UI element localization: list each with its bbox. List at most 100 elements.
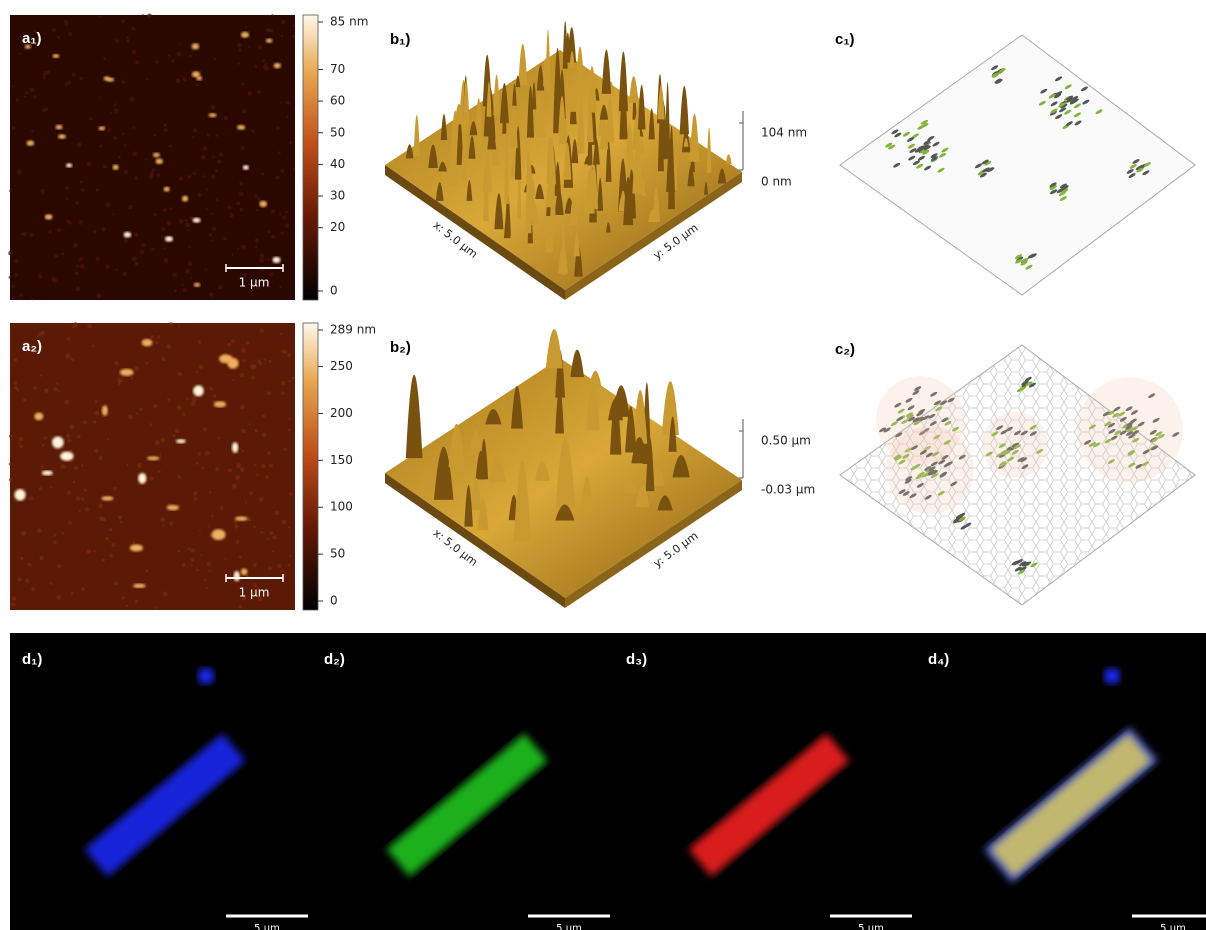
texture bbox=[20, 557, 23, 560]
texture bbox=[259, 258, 264, 263]
texture bbox=[132, 126, 135, 129]
texture bbox=[179, 43, 181, 45]
texture bbox=[60, 464, 65, 469]
texture bbox=[260, 329, 264, 333]
texture bbox=[99, 97, 101, 99]
texture bbox=[135, 60, 139, 64]
texture bbox=[183, 288, 187, 292]
texture bbox=[92, 344, 95, 347]
texture bbox=[154, 213, 157, 216]
texture bbox=[37, 274, 41, 278]
particle bbox=[34, 413, 43, 421]
peak bbox=[570, 350, 584, 377]
texture bbox=[236, 463, 241, 468]
texture bbox=[214, 58, 216, 60]
texture bbox=[211, 175, 215, 179]
particle bbox=[165, 236, 173, 242]
texture bbox=[145, 362, 148, 365]
texture bbox=[169, 144, 172, 147]
particle bbox=[164, 187, 170, 192]
peak bbox=[638, 85, 646, 130]
texture bbox=[240, 146, 244, 150]
texture bbox=[289, 492, 293, 496]
texture bbox=[9, 276, 12, 279]
particle bbox=[107, 78, 115, 82]
texture bbox=[231, 339, 235, 343]
texture bbox=[128, 415, 132, 419]
texture bbox=[53, 540, 57, 544]
texture bbox=[155, 606, 158, 609]
texture bbox=[267, 391, 271, 395]
texture bbox=[114, 361, 119, 366]
texture bbox=[114, 103, 117, 106]
texture bbox=[179, 219, 184, 224]
texture bbox=[281, 20, 285, 24]
texture bbox=[239, 191, 244, 196]
texture bbox=[281, 34, 284, 37]
texture bbox=[132, 151, 137, 156]
texture bbox=[10, 602, 15, 607]
z-tick-label: 0 nm bbox=[761, 175, 792, 189]
texture bbox=[31, 298, 34, 301]
texture bbox=[93, 550, 96, 553]
texture bbox=[173, 434, 176, 437]
texture bbox=[81, 587, 85, 591]
texture bbox=[263, 532, 265, 534]
texture bbox=[163, 247, 166, 250]
texture bbox=[242, 109, 246, 113]
particle bbox=[194, 283, 200, 287]
texture bbox=[50, 582, 53, 585]
texture bbox=[256, 209, 258, 211]
texture bbox=[265, 475, 269, 479]
texture bbox=[188, 261, 193, 266]
texture bbox=[281, 392, 284, 395]
colorbar-label: 40 bbox=[330, 157, 345, 171]
texture bbox=[193, 128, 197, 132]
texture bbox=[259, 47, 262, 50]
texture bbox=[167, 398, 170, 401]
panel-label: b₁) bbox=[390, 31, 410, 48]
texture bbox=[254, 65, 257, 68]
texture bbox=[179, 177, 183, 181]
texture bbox=[80, 264, 85, 269]
texture bbox=[191, 564, 193, 566]
texture bbox=[220, 506, 223, 509]
texture bbox=[9, 189, 12, 192]
texture bbox=[43, 77, 46, 80]
panel-label: b₂) bbox=[390, 339, 411, 356]
figure: a₁)1 µm85 nm7060504030200a₂)1 µm289 nm25… bbox=[0, 0, 1206, 930]
texture bbox=[110, 554, 114, 558]
texture bbox=[64, 399, 69, 404]
texture bbox=[73, 322, 78, 327]
texture bbox=[171, 60, 174, 63]
texture bbox=[93, 420, 97, 424]
texture bbox=[54, 534, 57, 537]
texture bbox=[208, 525, 210, 527]
peak bbox=[546, 329, 563, 368]
texture bbox=[191, 401, 196, 406]
texture bbox=[16, 389, 19, 392]
texture bbox=[68, 521, 72, 525]
texture bbox=[213, 400, 215, 402]
texture bbox=[142, 14, 144, 16]
texture bbox=[198, 452, 201, 455]
texture bbox=[132, 256, 137, 261]
peak bbox=[493, 75, 500, 115]
texture bbox=[268, 566, 272, 570]
particle bbox=[266, 38, 273, 42]
particle bbox=[113, 165, 119, 170]
texture bbox=[262, 59, 265, 62]
schematic bbox=[840, 35, 1195, 295]
texture bbox=[72, 73, 76, 77]
texture bbox=[169, 322, 172, 325]
scale-bar-label: 1 µm bbox=[239, 276, 270, 290]
texture bbox=[71, 358, 74, 361]
texture bbox=[107, 129, 110, 132]
texture bbox=[280, 169, 284, 173]
texture bbox=[250, 364, 255, 369]
texture bbox=[215, 169, 218, 172]
texture bbox=[288, 429, 291, 432]
texture bbox=[215, 198, 218, 201]
texture bbox=[219, 152, 223, 156]
texture bbox=[272, 550, 275, 553]
